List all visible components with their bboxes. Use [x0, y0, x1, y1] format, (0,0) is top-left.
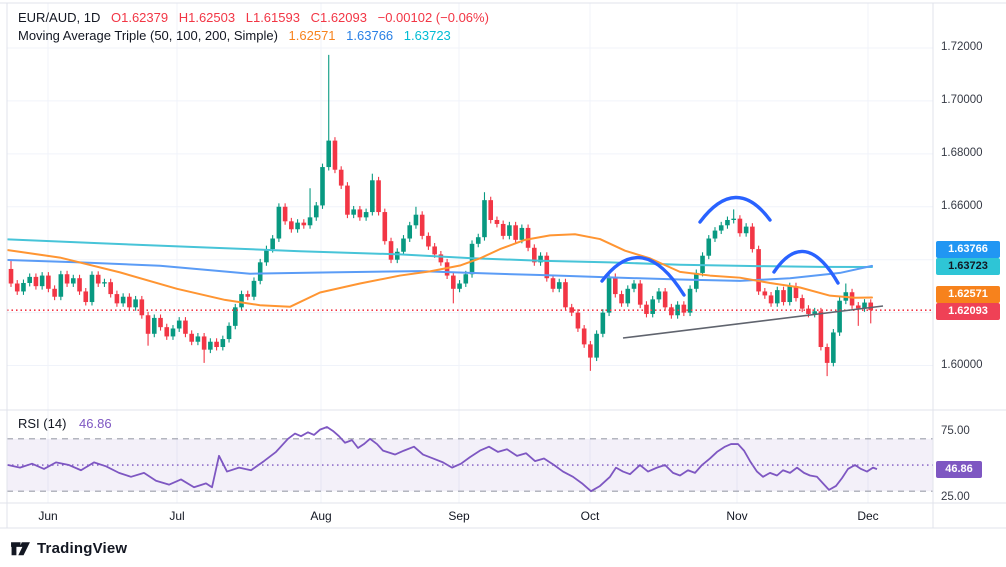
- ma100-value: 1.63766: [346, 28, 394, 43]
- tradingview-brand-text: TradingView: [37, 540, 128, 557]
- ma50-value: 1.62571: [288, 28, 336, 43]
- rsi-axis-label[interactable]: 25.00: [941, 490, 970, 503]
- last-price-label: 1.62093: [936, 302, 1000, 320]
- legend-row-ohlc: EUR/AUD, 1D O1.62379 H1.62503 L1.61593 C…: [18, 9, 496, 27]
- tradingview-logo[interactable]: TradingView: [10, 538, 127, 559]
- tradingview-logo-icon: [11, 542, 30, 556]
- price-axis-label[interactable]: 1.70000: [941, 93, 983, 106]
- ohlc-high: H1.62503: [178, 10, 236, 25]
- time-axis-label-nov[interactable]: Nov: [726, 509, 748, 523]
- ma200-price-label: 1.63723: [936, 257, 1000, 275]
- ohlc-change: −0.00102 (−0.06%): [377, 10, 489, 25]
- ma100-price-label: 1.63766: [936, 240, 1000, 258]
- price-axis-label[interactable]: 1.66000: [941, 199, 983, 212]
- time-axis-label-dec[interactable]: Dec: [857, 509, 879, 523]
- price-axis-label[interactable]: 1.72000: [941, 40, 983, 53]
- rsi-legend: RSI (14) 46.86: [18, 416, 121, 431]
- rsi-indicator-title[interactable]: RSI (14): [18, 416, 67, 431]
- ma50-price-label: 1.62571: [936, 285, 1000, 303]
- ma-indicator-title[interactable]: Moving Average Triple (50, 100, 200, Sim…: [18, 28, 278, 43]
- time-axis-label-sep[interactable]: Sep: [448, 509, 470, 523]
- price-axis-label[interactable]: 1.68000: [941, 146, 983, 159]
- ohlc-open: O1.62379: [110, 10, 169, 25]
- symbol-legend: EUR/AUD, 1D O1.62379 H1.62503 L1.61593 C…: [18, 9, 496, 45]
- time-axis-label-aug[interactable]: Aug: [310, 509, 332, 523]
- time-axis-label-jul[interactable]: Jul: [169, 509, 185, 523]
- rsi-value: 46.86: [79, 416, 112, 431]
- time-axis-label-oct[interactable]: Oct: [580, 509, 600, 523]
- ma200-value: 1.63723: [403, 28, 451, 43]
- symbol-title[interactable]: EUR/AUD, 1D: [18, 10, 101, 25]
- price-axis-label[interactable]: 1.60000: [941, 358, 983, 371]
- ohlc-close: C1.62093: [310, 10, 367, 25]
- rsi-axis-label[interactable]: 75.00: [941, 425, 970, 438]
- time-axis-label-jun[interactable]: Jun: [38, 509, 58, 523]
- ohlc-low: L1.61593: [245, 10, 300, 25]
- legend-row-ma: Moving Average Triple (50, 100, 200, Sim…: [18, 27, 496, 45]
- rsi-value-label: 46.86: [936, 460, 982, 478]
